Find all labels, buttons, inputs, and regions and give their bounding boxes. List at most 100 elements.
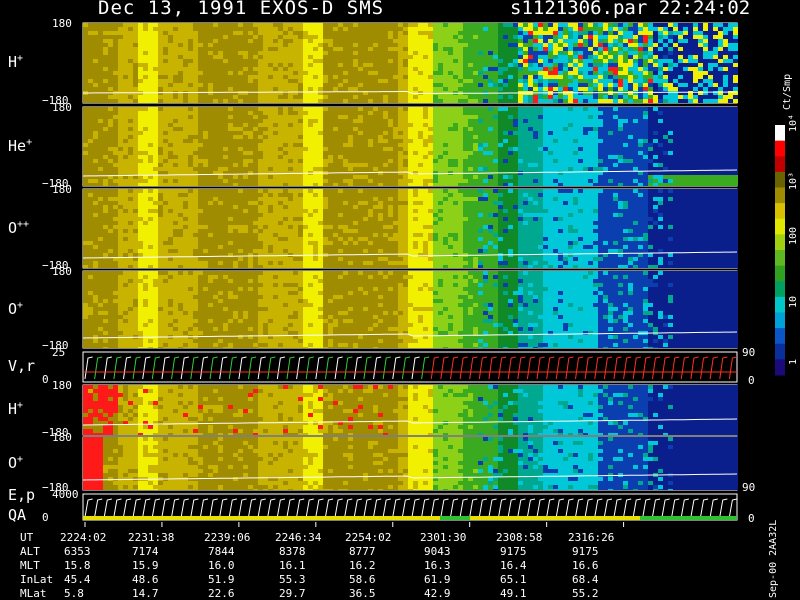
heatmap-cell bbox=[713, 31, 718, 35]
heatmap-cell bbox=[603, 119, 608, 123]
heatmap-cell bbox=[428, 175, 433, 179]
heatmap-cell bbox=[198, 79, 203, 83]
heatmap-cell bbox=[588, 119, 593, 123]
heatmap-cell bbox=[238, 27, 243, 31]
heatmap-cell bbox=[433, 79, 438, 83]
heatmap-cell bbox=[613, 135, 618, 139]
heatmap-cell bbox=[603, 139, 608, 143]
heatmap-cell bbox=[308, 27, 313, 31]
heatmap-cell bbox=[128, 55, 133, 59]
heatmap-cell bbox=[263, 79, 268, 83]
heatmap-cell bbox=[458, 179, 463, 183]
heatmap-cell bbox=[603, 99, 608, 103]
heatmap-cell bbox=[418, 107, 423, 111]
heatmap-cell bbox=[493, 151, 498, 155]
heatmap-cell bbox=[338, 35, 343, 39]
heatmap-cell bbox=[298, 151, 303, 155]
heatmap-cell bbox=[383, 71, 388, 75]
heatmap-cell bbox=[378, 47, 383, 51]
heatmap-cell bbox=[388, 175, 393, 179]
heatmap-cell bbox=[133, 135, 138, 139]
heatmap-cell bbox=[283, 111, 288, 115]
heatmap-cell bbox=[248, 107, 253, 111]
heatmap-cell bbox=[373, 111, 378, 115]
heatmap-cell bbox=[203, 119, 208, 123]
heatmap-cell bbox=[618, 27, 623, 31]
heatmap-cell bbox=[113, 87, 118, 91]
heatmap-cell bbox=[378, 27, 383, 31]
heatmap-cell bbox=[363, 79, 368, 83]
heatmap-cell bbox=[148, 107, 153, 111]
heatmap-cell bbox=[423, 55, 428, 59]
heatmap-cell bbox=[128, 27, 133, 31]
heatmap-cell bbox=[638, 131, 643, 135]
heatmap-cell bbox=[608, 59, 613, 63]
heatmap-cell bbox=[678, 99, 683, 103]
heatmap-cell bbox=[663, 171, 668, 175]
heatmap-cell bbox=[398, 143, 403, 147]
heatmap-cell bbox=[328, 155, 333, 159]
heatmap-cell bbox=[633, 47, 638, 51]
heatmap-cell bbox=[313, 79, 318, 83]
heatmap-cell bbox=[88, 151, 93, 155]
heatmap-cell bbox=[648, 179, 653, 183]
heatmap-cell bbox=[513, 59, 518, 63]
heatmap-cell bbox=[393, 35, 398, 39]
heatmap-cell bbox=[353, 143, 358, 147]
heatmap-cell bbox=[343, 71, 348, 75]
heatmap-cell bbox=[708, 99, 713, 103]
heatmap-cell bbox=[628, 95, 633, 99]
heatmap-cell bbox=[358, 179, 363, 183]
heatmap-cell bbox=[368, 71, 373, 75]
heatmap-cell bbox=[218, 63, 223, 67]
heatmap-cell bbox=[593, 99, 598, 103]
heatmap-cell bbox=[718, 31, 723, 35]
heatmap-cell bbox=[348, 87, 353, 91]
heatmap-cell bbox=[218, 91, 223, 95]
heatmap-cell bbox=[208, 67, 213, 71]
heatmap-cell bbox=[128, 163, 133, 167]
heatmap-cell bbox=[593, 63, 598, 67]
heatmap-cell bbox=[288, 179, 293, 183]
heatmap-cell bbox=[423, 115, 428, 119]
heatmap-cell bbox=[138, 171, 143, 175]
heatmap-cell bbox=[478, 23, 483, 27]
heatmap-cell bbox=[263, 55, 268, 59]
heatmap-cell bbox=[313, 179, 318, 183]
heatmap-cell bbox=[433, 95, 438, 99]
heatmap-cell bbox=[468, 167, 473, 171]
heatmap-cell bbox=[618, 147, 623, 151]
heatmap-cell bbox=[248, 99, 253, 103]
heatmap-cell bbox=[448, 99, 453, 103]
heatmap-cell bbox=[313, 23, 318, 27]
heatmap-cell bbox=[613, 99, 618, 103]
heatmap-cell bbox=[148, 35, 153, 39]
heatmap-cell bbox=[493, 83, 498, 87]
heatmap-cell bbox=[513, 183, 518, 186]
heatmap-cell bbox=[508, 27, 513, 31]
heatmap-cell bbox=[363, 71, 368, 75]
heatmap-cell bbox=[413, 95, 418, 99]
heatmap-cell bbox=[398, 155, 403, 159]
heatmap-cell bbox=[648, 55, 653, 59]
heatmap-cell bbox=[368, 87, 373, 91]
heatmap-cell bbox=[528, 99, 533, 103]
heatmap-cell bbox=[293, 71, 298, 75]
heatmap-cell bbox=[543, 39, 548, 43]
heatmap-cell bbox=[113, 43, 118, 47]
heatmap-cell bbox=[348, 131, 353, 135]
heatmap-cell bbox=[668, 183, 673, 186]
heatmap-cell bbox=[643, 127, 648, 131]
heatmap-cell bbox=[578, 175, 583, 179]
heatmap-cell bbox=[373, 75, 378, 79]
heatmap-cell bbox=[548, 159, 553, 163]
heatmap-cell bbox=[223, 39, 228, 43]
heatmap-cell bbox=[248, 63, 253, 67]
heatmap-cell bbox=[508, 95, 513, 99]
heatmap-cell bbox=[228, 107, 233, 111]
heatmap-cell bbox=[328, 51, 333, 55]
heatmap-cell bbox=[608, 139, 613, 143]
heatmap-cell bbox=[448, 167, 453, 171]
heatmap-cell bbox=[278, 35, 283, 39]
heatmap-cell bbox=[438, 119, 443, 123]
